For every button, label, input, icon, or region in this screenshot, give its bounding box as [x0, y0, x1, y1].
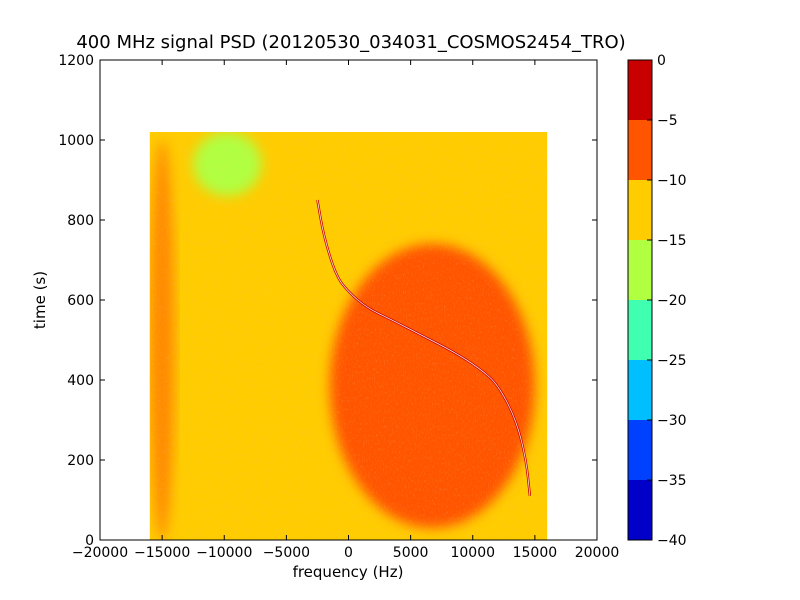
y-tick-label: 400	[67, 373, 94, 389]
x-axis-label: frequency (Hz)	[293, 563, 404, 581]
colorbar-tick-label: 0	[657, 53, 666, 69]
x-tick-label: 15000	[513, 545, 558, 561]
chart-title: 400 MHz signal PSD (20120530_034031_COSM…	[76, 32, 625, 53]
colorbar-tick-label: −15	[657, 233, 687, 249]
y-tick-label: 800	[67, 213, 94, 229]
colorbar-segment	[628, 360, 652, 420]
signal-trace	[316, 199, 532, 497]
x-tick-label: −20000	[72, 545, 128, 561]
colorbar-tick-label: −35	[657, 473, 687, 489]
y-axis-ticks: 0 200 400 600 800 1000 1200	[58, 53, 597, 549]
colorbar-tick-label: −5	[657, 113, 678, 129]
y-tick-label: 1000	[58, 133, 94, 149]
colorbar-segment	[628, 60, 652, 120]
x-tick-label: 0	[344, 545, 353, 561]
heatmap-layer	[149, 132, 548, 540]
colorbar-segment	[628, 240, 652, 300]
x-axis-ticks: −20000 −15000 −10000 −5000 0 5000 10000 15000 20…	[72, 60, 619, 561]
colorbar-tick-label: −25	[657, 353, 687, 369]
y-tick-label: 0	[85, 533, 94, 549]
y-tick-label: 200	[67, 453, 94, 469]
colorbar: −40 −35 −30 −25 −20 −15 −10 −5 0	[627, 53, 687, 549]
x-tick-label: −10000	[196, 545, 252, 561]
colorbar-segment	[628, 180, 652, 240]
colorbar-segment	[628, 300, 652, 360]
colorbar-tick-label: −30	[657, 413, 687, 429]
x-tick-label: 10000	[450, 545, 495, 561]
y-tick-label: 1200	[58, 53, 94, 69]
colorbar-tick-label: −40	[657, 533, 687, 549]
colorbar-segment	[628, 420, 652, 480]
x-tick-label: −5000	[263, 545, 310, 561]
x-tick-label: −15000	[134, 545, 190, 561]
trace-highlight	[317, 199, 531, 497]
x-tick-label: 20000	[575, 545, 620, 561]
heatmap-texture	[149, 132, 548, 540]
y-axis-label: time (s)	[31, 271, 49, 329]
x-tick-label: 5000	[393, 545, 429, 561]
y-tick-label: 600	[67, 293, 94, 309]
colorbar-segment	[628, 120, 652, 180]
colorbar-tick-label: −20	[657, 293, 687, 309]
colorbar-segment	[628, 480, 652, 540]
colorbar-tick-label: −10	[657, 173, 687, 189]
